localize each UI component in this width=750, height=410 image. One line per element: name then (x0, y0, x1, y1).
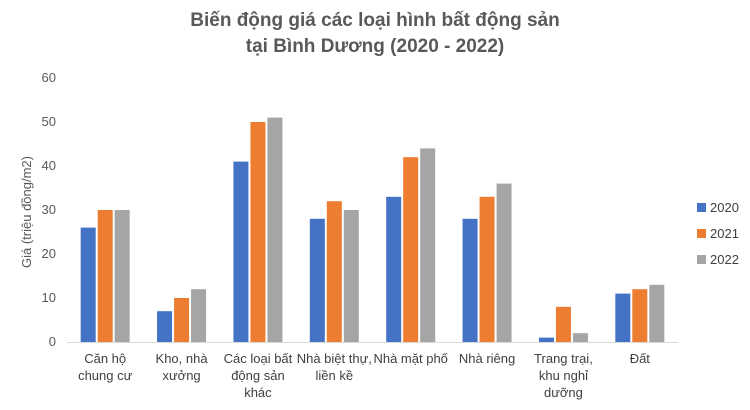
bar-2021 (632, 289, 648, 342)
bar-2022 (496, 183, 512, 342)
y-tick-label: 20 (42, 246, 56, 261)
legend-swatch-2021 (697, 229, 706, 238)
bar-2020 (615, 293, 631, 342)
chart-title-line-2: tại Bình Dương (2020 - 2022) (245, 36, 505, 57)
bar-2021 (250, 122, 266, 342)
x-tick-label: Trang trại, khu nghỉ dưỡng (534, 351, 593, 400)
bar-2022 (191, 289, 207, 342)
legend-label-2021: 2021 (710, 226, 739, 241)
y-tick-label: 30 (42, 202, 56, 217)
bar-2022 (343, 210, 359, 342)
bar-2021 (479, 196, 495, 342)
chart-title: Biến động giá các loại hình bất động sản… (0, 8, 750, 60)
bar-2022 (420, 148, 436, 342)
legend-label-2022: 2022 (710, 252, 739, 267)
bar-2020 (80, 227, 96, 342)
bar-2020 (462, 218, 478, 342)
x-tick-label: Nhà riêng (459, 351, 515, 366)
chart-title-line-1: Biến động giá các loại hình bất động sản (190, 10, 560, 31)
bar-2022 (114, 210, 130, 342)
x-tick-label: Căn hộ chung cư (78, 351, 133, 383)
x-tick-label: Đất (630, 351, 651, 366)
x-tick-label: Nhà biệt thự, liền kề (297, 351, 372, 383)
legend-label-2020: 2020 (710, 200, 739, 215)
bar-2022 (572, 333, 588, 342)
bar-2020 (386, 196, 402, 342)
x-tick-label: Nhà mặt phố (373, 351, 447, 366)
y-tick-label: 50 (42, 114, 56, 129)
bar-2021 (555, 306, 571, 342)
y-tick-label: 10 (42, 290, 56, 305)
bar-2021 (326, 201, 342, 342)
bar-2020 (157, 311, 173, 342)
x-tick-label: Kho, nhà xưởng (156, 351, 209, 383)
y-tick-label: 40 (42, 158, 56, 173)
bar-2020 (233, 161, 249, 342)
y-tick-label: 60 (42, 70, 56, 85)
bar-2021 (403, 157, 419, 342)
bar-2020 (538, 337, 554, 342)
legend-swatch-2020 (697, 203, 706, 212)
legend-swatch-2022 (697, 255, 706, 264)
y-axis-label: Giá (triệu đồng/m2) (19, 156, 34, 268)
x-tick-label: Các loại bất động sản khác (224, 351, 293, 400)
bar-2022 (267, 117, 283, 342)
bar-2021 (174, 298, 190, 342)
bar-2020 (309, 218, 325, 342)
bar-2022 (649, 284, 665, 342)
y-tick-label: 0 (49, 334, 56, 349)
bar-2021 (97, 210, 113, 342)
